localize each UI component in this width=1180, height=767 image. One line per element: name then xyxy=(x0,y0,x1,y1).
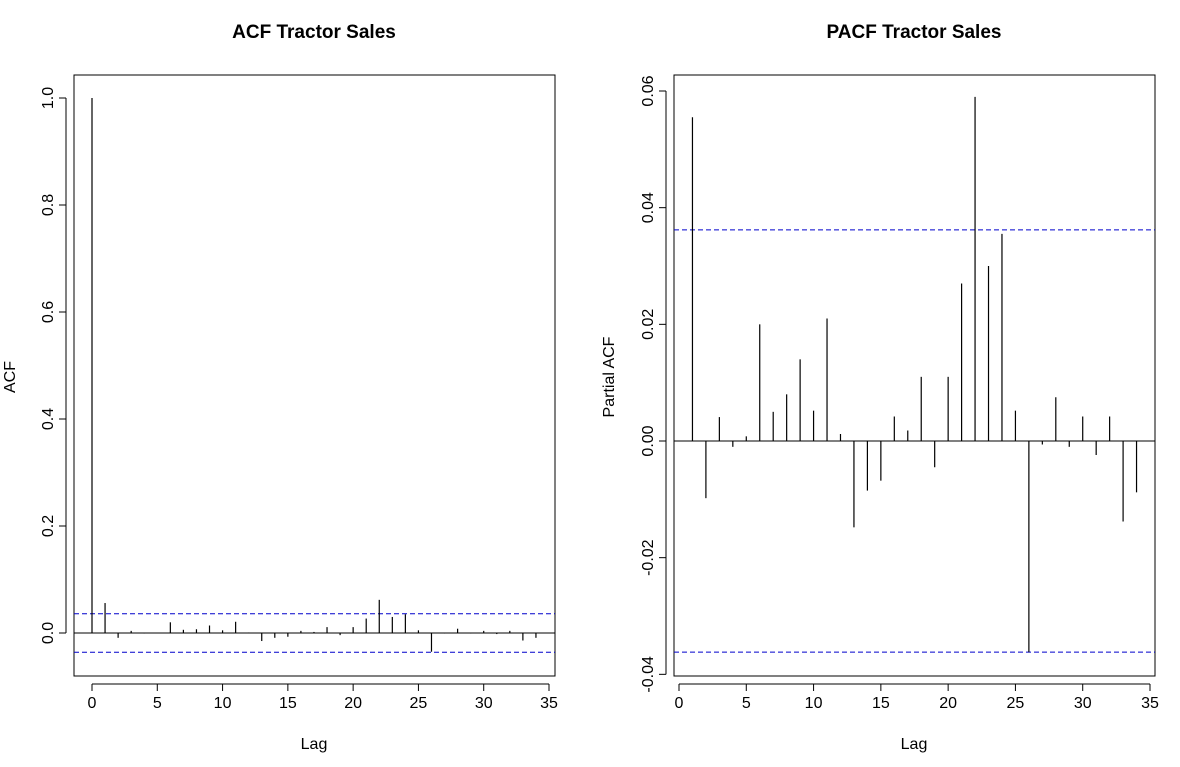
acf-y-tick-label: 0.0 xyxy=(40,622,57,644)
acf-plot-frame xyxy=(73,74,556,677)
pacf-x-tick-label: 20 xyxy=(939,695,957,712)
pacf-x-tick-label: 5 xyxy=(742,695,751,712)
pacf-chart-title: PACF Tractor Sales xyxy=(827,22,1002,43)
acf-x-tick-label: 0 xyxy=(88,695,97,712)
pacf-y-axis: -0.04 -0.02 0.00 0.02 0.04 0.06 xyxy=(640,75,667,693)
pacf-y-tick-label: -0.04 xyxy=(640,656,657,693)
acf-chart-title: ACF Tractor Sales xyxy=(232,22,396,43)
acf-x-tick-label: 30 xyxy=(475,695,493,712)
pacf-marks xyxy=(674,96,1155,653)
acf-x-tick-label: 10 xyxy=(214,695,232,712)
acf-x-tick-label: 5 xyxy=(153,695,162,712)
acf-y-axis-label: ACF xyxy=(2,361,19,393)
pacf-x-tick-label: 30 xyxy=(1074,695,1092,712)
pacf-x-axis: 0 5 10 15 20 25 30 35 xyxy=(675,683,1159,712)
pacf-x-tick-label: 25 xyxy=(1007,695,1025,712)
acf-x-axis: 0 5 10 15 20 25 30 35 xyxy=(88,683,558,712)
pacf-y-tick-label: -0.02 xyxy=(640,539,657,576)
pacf-x-tick-label: 15 xyxy=(872,695,890,712)
pacf-y-tick-label: 0.04 xyxy=(640,192,657,223)
pacf-panel: PACF Tractor Sales 0 5 10 15 20 25 30 35 -0.04-… xyxy=(601,22,1159,753)
acf-y-tick-label: 0.4 xyxy=(40,408,57,430)
pacf-x-tick-label: 0 xyxy=(675,695,684,712)
pacf-y-tick-label: 0.06 xyxy=(640,75,657,106)
acf-panel: ACF Tractor Sales 0 5 10 15 20 25 30 35 0.00.20… xyxy=(2,22,558,753)
pacf-y-axis-label: Partial ACF xyxy=(601,336,618,417)
pacf-plot-frame xyxy=(673,74,1156,677)
acf-x-tick-label: 20 xyxy=(344,695,362,712)
pacf-x-axis-label: Lag xyxy=(901,736,928,753)
acf-marks xyxy=(74,98,555,653)
pacf-x-tick-label: 10 xyxy=(805,695,823,712)
acf-y-axis: 0.0 0.2 0.4 0.6 0.8 1.0 xyxy=(40,87,67,644)
acf-y-tick-label: 0.2 xyxy=(40,515,57,537)
pacf-y-tick-label: 0.02 xyxy=(640,309,657,340)
acf-x-tick-label: 25 xyxy=(410,695,428,712)
acf-y-tick-label: 0.6 xyxy=(40,301,57,323)
acf-x-axis-label: Lag xyxy=(301,736,328,753)
acf-y-tick-label: 0.8 xyxy=(40,194,57,216)
acf-x-tick-label: 15 xyxy=(279,695,297,712)
pacf-x-tick-label: 35 xyxy=(1141,695,1159,712)
acf-y-tick-label: 1.0 xyxy=(40,87,57,109)
pacf-y-tick-label: 0.00 xyxy=(640,425,657,456)
acf-x-tick-label: 35 xyxy=(540,695,558,712)
